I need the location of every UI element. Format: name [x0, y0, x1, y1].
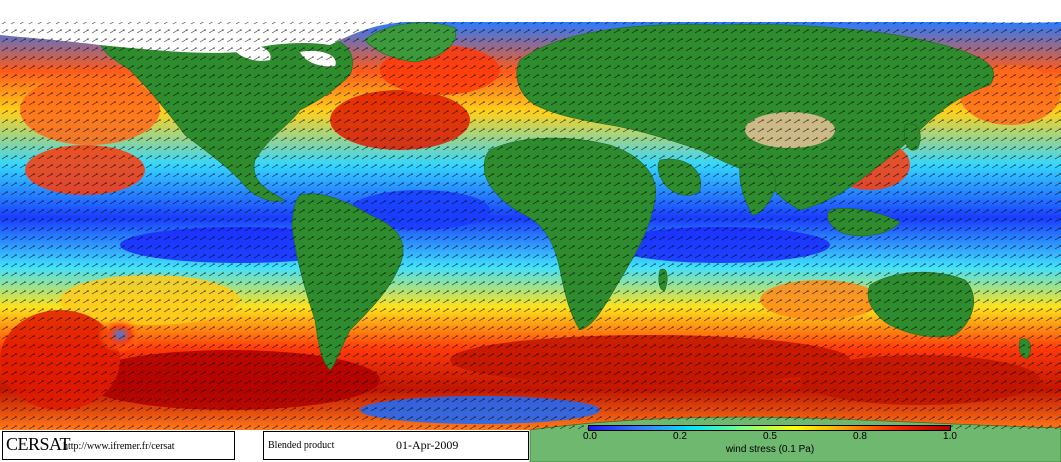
colorbar-tick-label: 0.8 [853, 431, 867, 442]
product-info-box: Blended product 01-Apr-2009 [263, 431, 529, 460]
cersat-url: http://www.ifremer.fr/cersat [63, 441, 175, 452]
product-date: 01-Apr-2009 [396, 438, 459, 452]
colorbar-tick-label: 0.0 [583, 431, 597, 442]
cersat-logo: CERSAT [6, 434, 71, 454]
wind-stress-vectors [0, 22, 1061, 430]
colorbar-tick-label: 0.2 [673, 431, 687, 442]
cersat-logo-box: CERSAT http://www.ifremer.fr/cersat [2, 431, 235, 460]
colorbar-title: wind stress (0.1 Pa) [725, 444, 815, 455]
colorbar-scale [588, 425, 951, 431]
colorbar-tick-label: 1.0 [943, 431, 957, 442]
product-label: Blended product [268, 440, 335, 451]
colorbar-tick-label: 0.5 [763, 431, 777, 442]
